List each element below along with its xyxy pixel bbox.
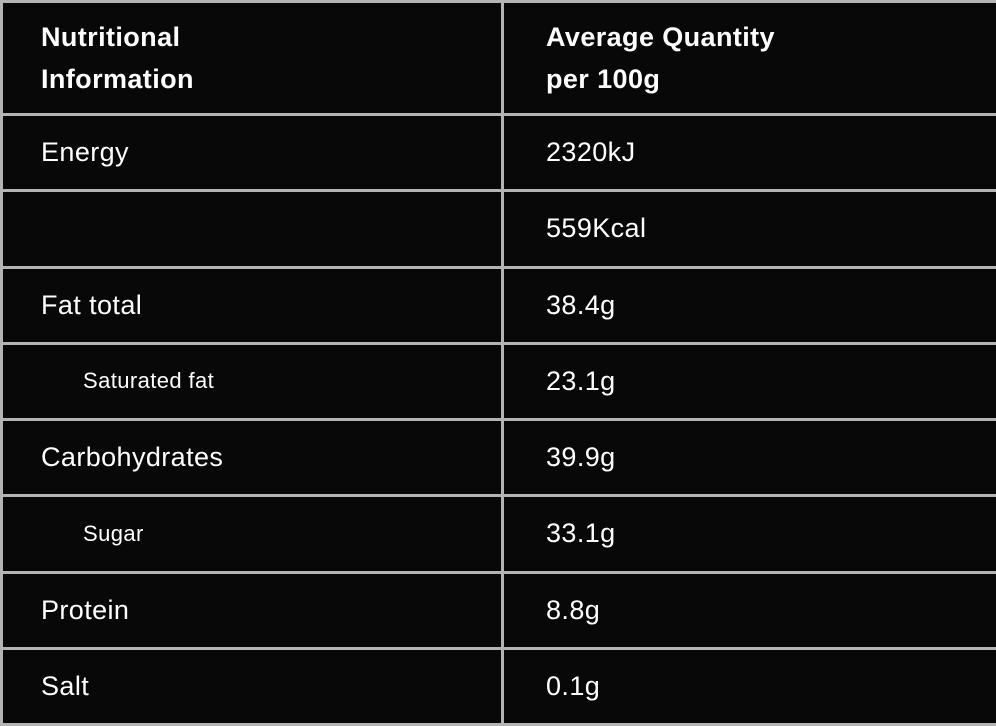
row-salt-label: Salt — [3, 649, 501, 723]
row-protein-label: Protein — [3, 573, 501, 647]
row-saturated-fat-label: Saturated fat — [3, 344, 501, 418]
row-sugar-label: Sugar — [3, 497, 501, 571]
row-fat-total-value: 38.4g — [504, 268, 996, 342]
row-salt-value: 0.1g — [504, 649, 996, 723]
row-fat-total-label: Fat total — [3, 268, 501, 342]
row-protein-value: 8.8g — [504, 573, 996, 647]
header-nutritional-information: Nutritional Information — [3, 3, 501, 113]
row-carbohydrates-label: Carbohydrates — [3, 421, 501, 495]
row-saturated-fat-value: 23.1g — [504, 344, 996, 418]
header-average-quantity: Average Quantity per 100g — [504, 3, 996, 113]
row-energy-kcal-label — [3, 192, 501, 266]
row-sugar-value: 33.1g — [504, 497, 996, 571]
row-energy-value: 2320kJ — [504, 116, 996, 190]
row-energy-kcal-value: 559Kcal — [504, 192, 996, 266]
row-carbohydrates-value: 39.9g — [504, 421, 996, 495]
row-energy-label: Energy — [3, 116, 501, 190]
